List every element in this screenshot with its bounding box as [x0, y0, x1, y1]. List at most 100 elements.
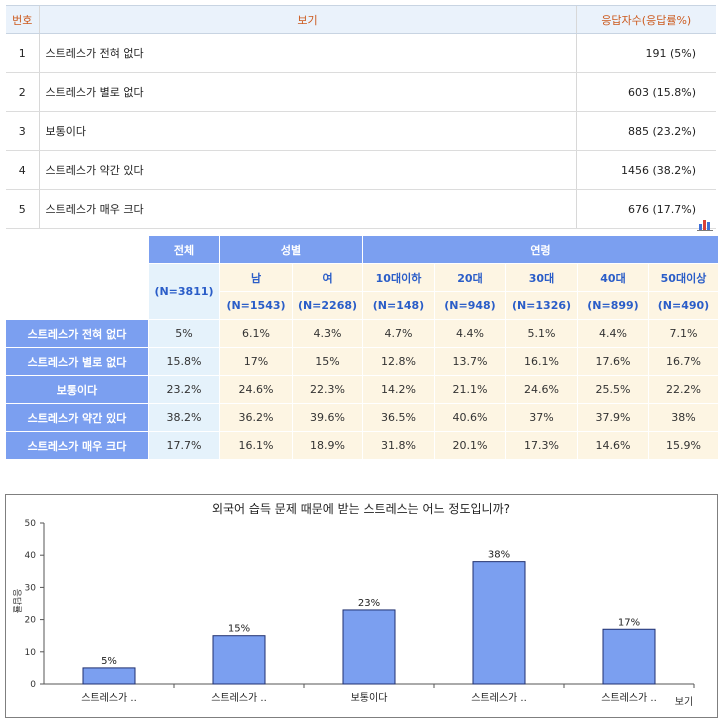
cell-value: 16.1% [220, 432, 292, 459]
row-number: 3 [6, 111, 39, 151]
row-total: 15.8% [149, 348, 219, 375]
total-n: (N=3811) [149, 264, 219, 319]
header-number: 번호 [6, 5, 39, 34]
cell-value: 36.5% [363, 404, 434, 431]
row-number: 4 [6, 150, 39, 190]
cell-value: 24.6% [220, 376, 292, 403]
cell-value: 40.6% [435, 404, 505, 431]
row-option: 보통이다 [38, 111, 576, 151]
options-table-header: 번호 보기 응답자수(응답률%) [6, 5, 716, 34]
corner-cell [6, 236, 148, 319]
cell-value: 39.6% [293, 404, 362, 431]
cell-value: 16.7% [649, 348, 718, 375]
table-row: 1 스트레스가 전혀 없다 191 (5%) [6, 33, 716, 73]
cell-value: 18.9% [293, 432, 362, 459]
cell-value: 37.9% [578, 404, 648, 431]
n-age-20s: (N=948) [435, 292, 505, 319]
cell-value: 14.2% [363, 376, 434, 403]
subheader-age-40s: 40대 [578, 264, 648, 291]
y-tick-label: 20 [25, 616, 37, 626]
table-row: 스트레스가 약간 있다 38.2% 36.2% 39.6% 36.5% 40.6… [6, 404, 718, 431]
row-label: 스트레스가 전혀 없다 [6, 320, 148, 347]
cell-value: 22.2% [649, 376, 718, 403]
cell-value: 5.1% [506, 320, 577, 347]
row-option: 스트레스가 약간 있다 [38, 150, 576, 190]
cell-value: 4.4% [578, 320, 648, 347]
table-row: 5 스트레스가 매우 크다 676 (17.7%) [6, 189, 716, 229]
table-row: 3 보통이다 885 (23.2%) [6, 111, 716, 151]
data-label: 17% [618, 617, 640, 628]
header-count: 응답자수(응답률%) [575, 5, 716, 34]
row-count: 603 (15.8%) [575, 72, 716, 112]
row-total: 17.7% [149, 432, 219, 459]
header-gender: 성별 [220, 236, 362, 263]
row-total: 5% [149, 320, 219, 347]
y-tick-label: 0 [30, 680, 36, 690]
cross-table: 전체 성별 연령 (N=3811) 남 여 10대이하 20대 30대 40대 … [5, 235, 719, 460]
row-label: 보통이다 [6, 376, 148, 403]
row-total: 23.2% [149, 376, 219, 403]
y-tick-label: 30 [25, 583, 37, 593]
cell-value: 13.7% [435, 348, 505, 375]
cell-value: 36.2% [220, 404, 292, 431]
y-axis-label: 응답률 [11, 589, 23, 614]
cell-value: 17.3% [506, 432, 577, 459]
cell-value: 12.8% [363, 348, 434, 375]
bar-chart: 외국어 습득 문제 때문에 받는 스트레스는 어느 정도입니까? 응답률 보기 … [5, 494, 718, 718]
row-option: 스트레스가 별로 없다 [38, 72, 576, 112]
cell-value: 17% [220, 348, 292, 375]
row-count: 885 (23.2%) [575, 111, 716, 151]
table-row: 스트레스가 전혀 없다 5% 6.1% 4.3% 4.7% 4.4% 5.1% … [6, 320, 718, 347]
header-option: 보기 [38, 5, 576, 34]
table-row: 2 스트레스가 별로 없다 603 (15.8%) [6, 72, 716, 112]
n-age-10s: (N=148) [363, 292, 434, 319]
data-label: 15% [228, 624, 250, 635]
row-number: 2 [6, 72, 39, 112]
n-female: (N=2268) [293, 292, 362, 319]
bar [602, 628, 656, 685]
row-label: 스트레스가 매우 크다 [6, 432, 148, 459]
row-label: 스트레스가 약간 있다 [6, 404, 148, 431]
header-total: 전체 [149, 236, 219, 263]
data-label: 5% [101, 656, 117, 667]
cell-value: 4.4% [435, 320, 505, 347]
subheader-male: 남 [220, 264, 292, 291]
cell-value: 6.1% [220, 320, 292, 347]
table-row: 보통이다 23.2% 24.6% 22.3% 14.2% 21.1% 24.6%… [6, 376, 718, 403]
cell-value: 15.9% [649, 432, 718, 459]
x-tick-label: 스트레스가 .. [601, 692, 657, 704]
table-row: 스트레스가 매우 크다 17.7% 16.1% 18.9% 31.8% 20.1… [6, 432, 718, 459]
cell-value: 7.1% [649, 320, 718, 347]
row-number: 5 [6, 189, 39, 229]
chart-title: 외국어 습득 문제 때문에 받는 스트레스는 어느 정도입니까? [212, 502, 510, 516]
subheader-female: 여 [293, 264, 362, 291]
row-option: 스트레스가 전혀 없다 [38, 33, 576, 73]
options-table: 번호 보기 응답자수(응답률%) 1 스트레스가 전혀 없다 191 (5%) … [6, 5, 716, 229]
n-age-50s: (N=490) [649, 292, 718, 319]
x-axis-label: 보기 [675, 696, 693, 708]
y-tick-label: 40 [25, 551, 37, 561]
x-tick-label: 스트레스가 .. [211, 692, 267, 704]
cell-value: 14.6% [578, 432, 648, 459]
row-label: 스트레스가 별로 없다 [6, 348, 148, 375]
data-label: 23% [358, 598, 380, 609]
x-tick-label: 스트레스가 .. [81, 692, 137, 704]
n-age-40s: (N=899) [578, 292, 648, 319]
cell-value: 31.8% [363, 432, 434, 459]
cell-value: 38% [649, 404, 718, 431]
row-number: 1 [6, 33, 39, 73]
row-total: 38.2% [149, 404, 219, 431]
n-age-30s: (N=1326) [506, 292, 577, 319]
y-tick-label: 10 [25, 648, 37, 658]
header-age: 연령 [363, 236, 718, 263]
cell-value: 17.6% [578, 348, 648, 375]
bar-chart-icon[interactable] [697, 219, 713, 231]
chart-canvas: 외국어 습득 문제 때문에 받는 스트레스는 어느 정도입니까? 응답률 보기 … [11, 502, 695, 708]
x-tick-label: 보통이다 [351, 692, 388, 704]
cell-value: 16.1% [506, 348, 577, 375]
subheader-age-20s: 20대 [435, 264, 505, 291]
bar [212, 635, 266, 685]
bar [472, 561, 526, 685]
y-tick-label: 50 [25, 519, 37, 529]
cell-value: 4.7% [363, 320, 434, 347]
